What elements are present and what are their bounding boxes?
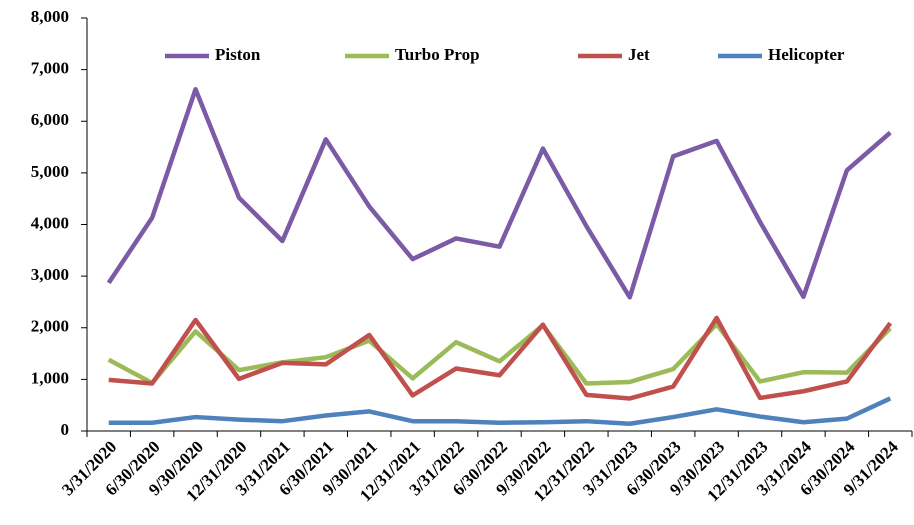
y-tick-label: 2,000 <box>31 317 69 336</box>
legend-label: Jet <box>628 45 650 64</box>
legend-label: Piston <box>215 45 261 64</box>
y-tick-label: 5,000 <box>31 162 69 181</box>
series-line <box>106 86 892 300</box>
y-tick-label: 7,000 <box>31 59 69 78</box>
y-tick-label: 4,000 <box>31 213 69 232</box>
y-tick-label: 1,000 <box>31 368 69 387</box>
series-line <box>108 315 893 401</box>
y-tick-label: 0 <box>61 420 70 439</box>
y-tick-label: 3,000 <box>31 265 69 284</box>
legend-label: Turbo Prop <box>395 45 480 64</box>
y-tick-label: 8,000 <box>31 7 69 26</box>
series-line <box>108 396 892 427</box>
legend-label: Helicopter <box>768 45 845 64</box>
y-tick-label: 6,000 <box>31 110 69 129</box>
series-line <box>107 321 892 386</box>
